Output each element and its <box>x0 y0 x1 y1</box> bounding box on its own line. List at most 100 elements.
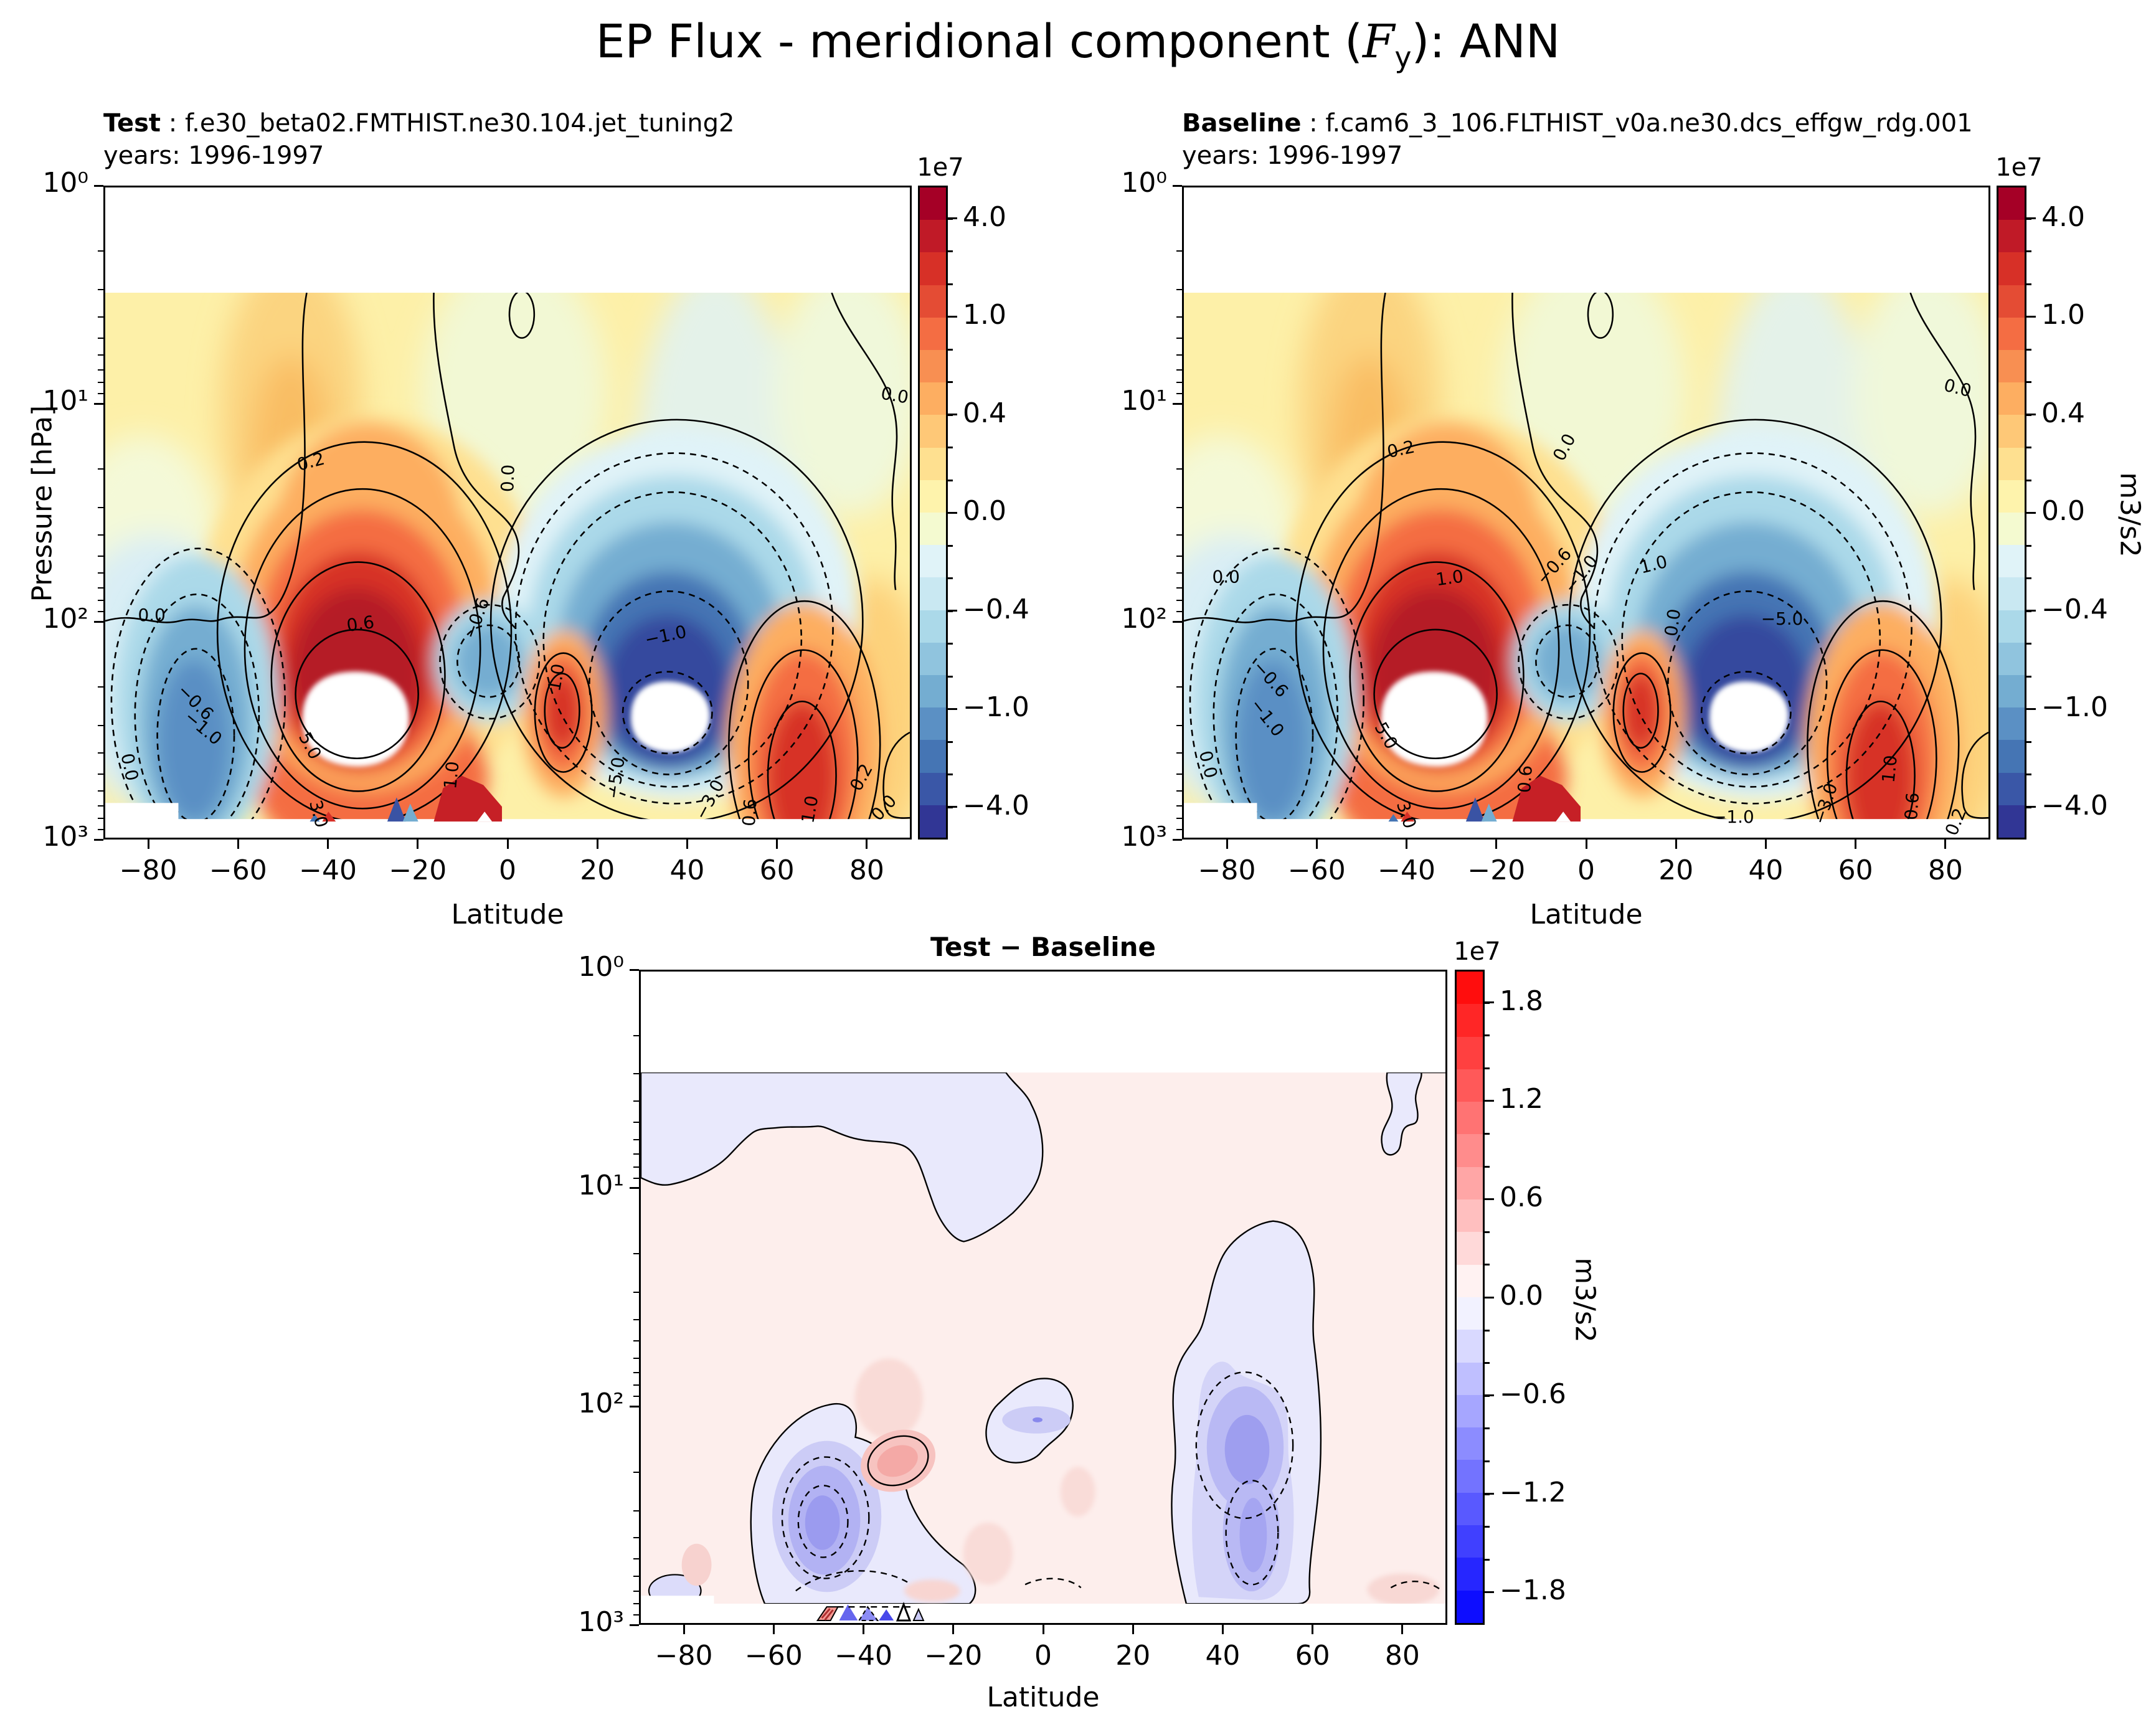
colorbar-band <box>1998 513 2025 546</box>
y-axis-minor-tick <box>98 354 103 356</box>
x-axis-tick <box>506 840 509 849</box>
y-axis-minor-tick <box>633 1291 639 1293</box>
diff-surface-mask <box>641 1596 1445 1623</box>
y-axis-minor-tick <box>1176 587 1182 589</box>
y-axis-minor-tick <box>1176 818 1182 820</box>
colorbar-band <box>920 285 946 318</box>
test-run-name: : f.e30_beta02.FMTHIST.ne30.104.jet_tuni… <box>161 109 735 138</box>
y-axis-minor-tick <box>633 1253 639 1255</box>
contour-label: −5.0 <box>1761 608 1804 629</box>
y-axis-minor-tick <box>633 1177 639 1179</box>
x-axis-tick <box>772 1625 775 1634</box>
colorbar-major-tick <box>1485 1001 1494 1004</box>
colorbar-band <box>920 187 946 220</box>
x-axis-tick <box>863 1625 865 1634</box>
colorbar-band <box>920 447 946 480</box>
diff-title: Test − Baseline <box>930 932 1156 962</box>
colorbar-minor-tick <box>1485 1034 1490 1037</box>
y-axis-minor-tick <box>98 686 103 688</box>
colorbar-minor-tick <box>2026 479 2031 481</box>
x-axis-tick <box>417 840 419 849</box>
colorbar-minor-tick <box>948 447 953 448</box>
y-axis-tick <box>1173 184 1182 187</box>
y-axis-tick-label: 10³ <box>1121 821 1167 853</box>
colorbar-tick-label: 1.8 <box>1500 985 1543 1017</box>
colorbar-minor-tick <box>1485 1133 1490 1135</box>
colorbar-minor-tick <box>2026 675 2031 678</box>
colorbar-minor-tick <box>1485 1165 1490 1168</box>
test-xlabel: Latitude <box>451 899 564 930</box>
contour-label: 0.0 <box>1213 566 1240 587</box>
y-axis-minor-tick <box>1176 468 1182 470</box>
colorbar-tick-label: −4.0 <box>2041 789 2108 821</box>
contour-label: −1.0 <box>1712 807 1754 827</box>
x-axis-tick-label: −20 <box>389 854 447 886</box>
y-axis-tick-label: 10² <box>1121 603 1167 635</box>
colorbar-band <box>920 317 946 351</box>
y-axis-tick <box>94 402 103 405</box>
figure-title-post: ): ANN <box>1411 15 1561 69</box>
colorbar-tick-label: 0.6 <box>1500 1181 1543 1214</box>
x-axis-tick <box>1132 1625 1134 1634</box>
colorbar-major-tick <box>948 414 957 415</box>
x-axis-tick <box>147 840 149 849</box>
x-axis-tick-label: −20 <box>1467 854 1526 886</box>
y-axis-tick <box>630 1624 639 1626</box>
y-axis-minor-tick <box>633 1576 639 1578</box>
y-axis-tick <box>630 968 639 971</box>
colorbar-tick-label: −1.0 <box>963 691 1029 723</box>
y-axis-minor-tick <box>98 369 103 371</box>
figure-title-pre: EP Flux - meridional component ( <box>595 15 1363 69</box>
colorbar-band <box>1457 1102 1483 1135</box>
colorbar-band <box>1998 707 2025 740</box>
y-axis-minor-tick <box>98 534 103 536</box>
y-axis-minor-tick <box>633 1372 639 1373</box>
y-axis-minor-tick <box>633 1471 639 1473</box>
test-plot-area: 0.0 0.2 0.0 0.0 0.6 5.0 3.0 1.0 −0.6 −1.0 −1.0 −5.0… <box>103 186 912 840</box>
colorbar-minor-tick <box>1485 1329 1490 1332</box>
contour-label: 0.6 <box>739 798 761 826</box>
colorbar-band <box>1457 1492 1483 1526</box>
baseline-colorbar-unit: m3/s2 <box>2114 472 2146 557</box>
diff-positive-cell <box>861 1429 936 1492</box>
x-axis-tick-label: 0 <box>1034 1640 1052 1672</box>
x-axis-tick <box>1675 840 1677 849</box>
x-axis-tick-label: −80 <box>119 854 177 886</box>
colorbar-minor-tick <box>948 381 953 383</box>
y-axis-minor-tick <box>1176 316 1182 318</box>
colorbar-band <box>1457 1297 1483 1330</box>
y-axis-minor-tick <box>1176 805 1182 807</box>
colorbar-major-tick <box>2026 806 2036 808</box>
colorbar-band <box>1998 772 2025 805</box>
x-axis-tick <box>686 840 688 849</box>
y-axis-minor-tick <box>633 1073 639 1075</box>
colorbar-minor-tick <box>2026 348 2031 351</box>
y-axis-minor-tick <box>633 1558 639 1560</box>
contour-label: 1.0 <box>544 662 569 693</box>
y-axis-minor-tick <box>1176 392 1182 394</box>
colorbar-tick-label: 0.0 <box>963 495 1006 527</box>
colorbar-major-tick <box>1485 1591 1494 1593</box>
colorbar-tick-label: 0.4 <box>2041 397 2085 429</box>
colorbar-minor-tick <box>2026 250 2031 252</box>
y-axis-minor-tick <box>1176 382 1182 384</box>
y-axis-minor-tick <box>1176 828 1182 830</box>
colorbar-band <box>1998 415 2025 448</box>
colorbar-band <box>1998 675 2025 708</box>
x-axis-tick-label: −20 <box>924 1640 983 1672</box>
colorbar-tick-label: 4.0 <box>963 201 1006 233</box>
y-axis-tick <box>94 838 103 841</box>
x-axis-tick-label: −80 <box>655 1640 713 1672</box>
colorbar-band <box>920 252 946 285</box>
x-axis-tick <box>1585 840 1587 849</box>
colorbar-minor-tick <box>2026 773 2031 775</box>
colorbar-band <box>1998 317 2025 351</box>
y-axis-tick <box>630 1187 639 1190</box>
colorbar-band <box>920 772 946 805</box>
colorbar-tick-label: 1.0 <box>963 299 1006 331</box>
baseline-panel-header: Baseline : f.cam6_3_106.FLTHIST_v0a.ne30… <box>1182 107 1973 172</box>
colorbar-band <box>1998 350 2025 383</box>
colorbar-minor-tick <box>1485 1558 1490 1561</box>
x-axis-tick-label: 60 <box>1295 1640 1330 1672</box>
colorbar-major-tick <box>2026 315 2036 318</box>
